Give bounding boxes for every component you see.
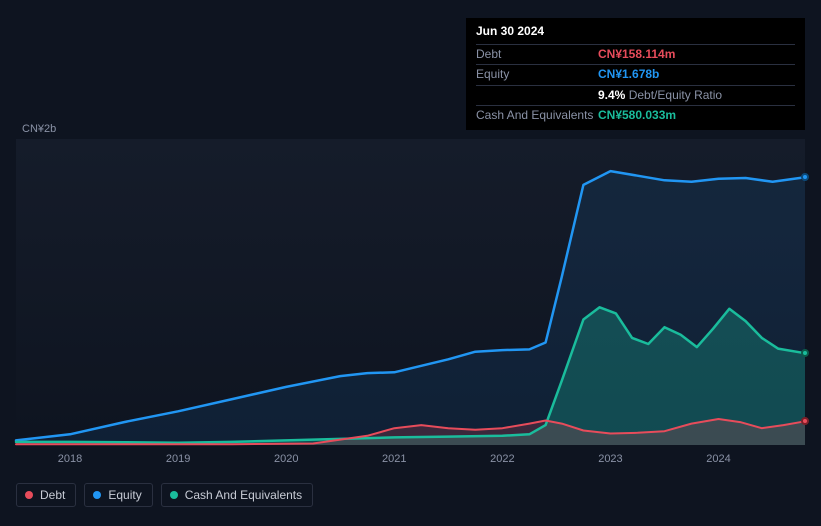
tooltip-row-ratio: 9.4% Debt/Equity Ratio — [476, 85, 795, 106]
x-tick-2020: 2020 — [274, 453, 298, 465]
tooltip-row-cash: Cash And Equivalents CN¥580.033m — [476, 105, 795, 126]
tooltip-ratio-blank — [476, 88, 598, 104]
tooltip-ratio-value: 9.4% — [598, 88, 625, 102]
data-tooltip: Jun 30 2024 Debt CN¥158.114m Equity CN¥1… — [466, 18, 805, 130]
x-tick-2024: 2024 — [706, 453, 730, 465]
tooltip-cash-label: Cash And Equivalents — [476, 108, 598, 124]
tooltip-debt-label: Debt — [476, 47, 598, 63]
tooltip-row-equity: Equity CN¥1.678b — [476, 64, 795, 85]
x-tick-2018: 2018 — [58, 453, 82, 465]
tooltip-equity-label: Equity — [476, 67, 598, 83]
tooltip-ratio-label: Debt/Equity Ratio — [629, 88, 722, 102]
series-end-dot-debt — [801, 417, 809, 425]
legend-dot-cash — [170, 491, 178, 499]
tooltip-equity-value: CN¥1.678b — [598, 67, 659, 83]
y-axis-label-top: CN¥2b — [22, 123, 56, 135]
x-tick-2021: 2021 — [382, 453, 406, 465]
legend-item-debt[interactable]: Debt — [16, 483, 76, 507]
legend-label-equity: Equity — [108, 488, 141, 502]
tooltip-date: Jun 30 2024 — [476, 24, 795, 44]
tooltip-row-debt: Debt CN¥158.114m — [476, 44, 795, 65]
tooltip-ratio: 9.4% Debt/Equity Ratio — [598, 88, 722, 104]
legend-item-cash[interactable]: Cash And Equivalents — [161, 483, 313, 507]
series-end-dot-equity — [801, 173, 809, 181]
chart-plot[interactable] — [16, 139, 805, 445]
tooltip-debt-value: CN¥158.114m — [598, 47, 675, 63]
chart-legend: Debt Equity Cash And Equivalents — [16, 483, 313, 507]
series-end-dot-cash — [801, 349, 809, 357]
legend-label-cash: Cash And Equivalents — [185, 488, 302, 502]
x-tick-2022: 2022 — [490, 453, 514, 465]
x-tick-2019: 2019 — [166, 453, 190, 465]
legend-item-equity[interactable]: Equity — [84, 483, 152, 507]
chart-svg — [16, 139, 805, 445]
tooltip-cash-value: CN¥580.033m — [598, 108, 676, 124]
x-axis: 2018 2019 2020 2021 2022 2023 2024 — [16, 447, 805, 467]
legend-label-debt: Debt — [40, 488, 65, 502]
legend-dot-equity — [93, 491, 101, 499]
x-tick-2023: 2023 — [598, 453, 622, 465]
legend-dot-debt — [25, 491, 33, 499]
